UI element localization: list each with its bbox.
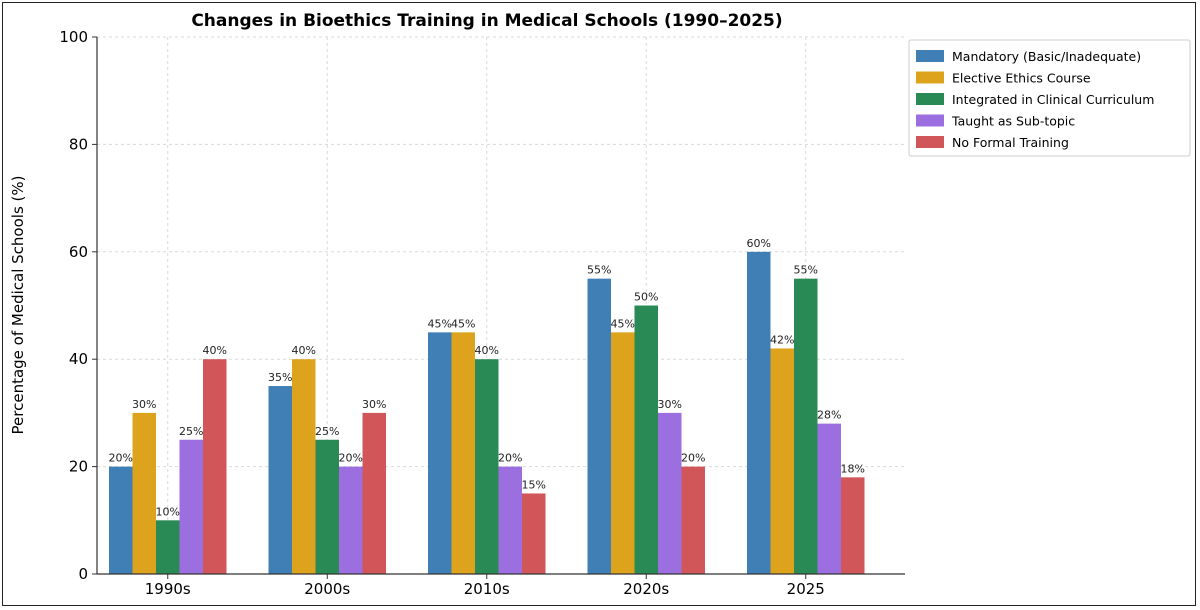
legend-label: Integrated in Clinical Curriculum [952,92,1154,107]
bar-taught-as-sub-topic-2025 [817,423,841,574]
bar-taught-as-sub-topic-2000s [339,466,363,574]
bar-value-label: 18% [841,462,865,475]
bar-no-formal-training-1990s [203,359,227,574]
x-tick-label: 2010s [464,580,510,598]
bar-mandatory-basic-inadequate-2020s [587,278,611,574]
bar-integrated-in-clinical-curriculum-2020s [634,305,658,574]
x-tick-label: 1990s [145,580,191,598]
bar-value-label: 20% [109,452,133,465]
y-tick-label: 60 [69,243,88,261]
bar-value-label: 35% [268,371,292,384]
y-tick-label: 40 [69,350,88,368]
bar-value-label: 25% [179,425,203,438]
bar-value-label: 55% [587,264,611,277]
bar-value-label: 40% [292,344,316,357]
bar-value-label: 28% [817,409,841,422]
bar-value-label: 45% [451,317,475,330]
bar-integrated-in-clinical-curriculum-1990s [156,520,180,574]
bar-value-label: 60% [747,237,771,250]
legend-box [908,39,1191,157]
ticks: 0 20 40 60 80 100 1990s 2000s 2010s 2020s 2025 [59,28,824,598]
legend-label: Taught as Sub-topic [951,114,1075,129]
bar-value-label: 45% [611,317,635,330]
legend-swatch [916,93,944,105]
bar-taught-as-sub-topic-1990s [179,439,203,574]
bar-elective-ethics-course-2020s [611,332,635,574]
bar-no-formal-training-2020s [681,466,705,574]
bar-value-label: 30% [658,398,682,411]
bar-integrated-in-clinical-curriculum-2000s [315,439,339,574]
bar-value-label: 15% [522,478,546,491]
bar-mandatory-basic-inadequate-2000s [268,386,292,574]
bar-taught-as-sub-topic-2010s [498,466,522,574]
bar-value-label: 55% [794,264,818,277]
legend: Mandatory (Basic/Inadequate) Elective Eth… [908,39,1191,157]
bar-elective-ethics-course-1990s [132,412,156,574]
y-tick-label: 100 [59,28,88,46]
y-tick-label: 20 [69,458,88,476]
bar-value-label: 45% [428,317,452,330]
legend-label: Mandatory (Basic/Inadequate) [952,49,1141,64]
bars [109,251,865,575]
legend-swatch [916,50,944,62]
axes [96,37,905,575]
x-tick-label: 2020s [623,580,669,598]
bar-no-formal-training-2010s [522,493,546,574]
bar-taught-as-sub-topic-2020s [658,412,682,574]
bar-elective-ethics-course-2000s [292,359,316,574]
bar-mandatory-basic-inadequate-1990s [109,466,133,574]
legend-swatch [916,114,944,127]
legend-label: Elective Ethics Course [952,71,1091,86]
data-labels: 20%35%45%55%60%30%40%45% 45%42%10%25%40%5… [109,237,865,518]
bar-elective-ethics-course-2025 [770,348,794,574]
bar-value-label: 40% [203,344,227,357]
bar-integrated-in-clinical-curriculum-2025 [794,278,818,574]
bar-value-label: 30% [362,398,386,411]
chart-title: Changes in Bioethics Training in Medical… [191,11,782,31]
legend-label: No Formal Training [952,135,1069,150]
bar-value-label: 25% [315,425,339,438]
y-axis-label: Percentage of Medical Schools (%) [9,176,27,435]
y-tick-label: 80 [69,135,88,153]
bar-value-label: 10% [156,505,180,518]
bar-value-label: 50% [634,291,658,304]
bar-value-label: 40% [475,344,499,357]
bar-no-formal-training-2025 [841,477,865,574]
bar-value-label: 20% [339,452,363,465]
bar-value-label: 42% [770,333,794,346]
legend-swatch [916,136,944,148]
bar-value-label: 20% [498,452,522,465]
bar-value-label: 30% [132,398,156,411]
legend-swatch [916,71,944,84]
bar-value-label: 20% [681,452,705,465]
y-tick-label: 0 [78,565,88,583]
bar-no-formal-training-2000s [362,412,386,574]
x-tick-label: 2000s [304,580,350,598]
bar-mandatory-basic-inadequate-2010s [428,332,452,574]
bar-mandatory-basic-inadequate-2025 [747,251,771,575]
bar-elective-ethics-course-2010s [451,332,475,574]
x-tick-label: 2025 [787,580,825,598]
bar-integrated-in-clinical-curriculum-2010s [475,359,499,574]
